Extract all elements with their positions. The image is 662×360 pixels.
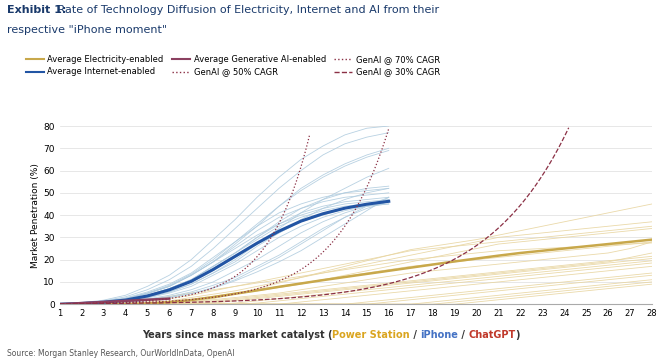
Text: Source: Morgan Stanley Research, OurWorldInData, OpenAI: Source: Morgan Stanley Research, OurWorl…: [7, 349, 234, 358]
Legend: Average Electricity-enabled, Average Internet-enabled, Average Generative AI-ena: Average Electricity-enabled, Average Int…: [23, 52, 444, 80]
Text: ): ): [516, 330, 520, 340]
Text: Years since mass market catalyst (: Years since mass market catalyst (: [142, 330, 332, 340]
Text: ChatGPT: ChatGPT: [469, 330, 516, 340]
Text: Rate of Technology Diffusion of Electricity, Internet and AI from their: Rate of Technology Diffusion of Electric…: [54, 5, 440, 15]
Text: iPhone: iPhone: [420, 330, 458, 340]
Text: /: /: [410, 330, 420, 340]
Text: respective "iPhone moment": respective "iPhone moment": [7, 25, 167, 35]
Y-axis label: Market Penetration (%): Market Penetration (%): [31, 163, 40, 267]
Text: Exhibit 1:: Exhibit 1:: [7, 5, 66, 15]
Text: Power Station: Power Station: [332, 330, 410, 340]
Text: /: /: [458, 330, 469, 340]
